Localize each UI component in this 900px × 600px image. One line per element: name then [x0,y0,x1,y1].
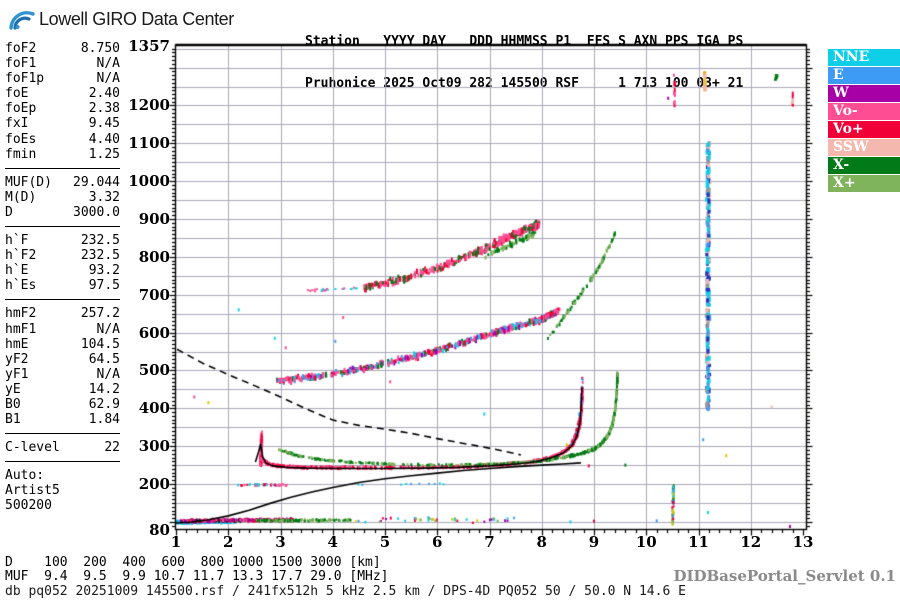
x-tick-label-1: 1 [170,533,182,551]
x-tick-label-13: 13 [792,533,814,551]
x-tick-label-7: 7 [484,533,495,551]
x-tick-label-3: 3 [275,533,286,551]
measurement-info-line: db pq052 20251009 145500.rsf / 241fx512h… [5,584,686,599]
distance-row: D 100 200 400 600 800 1000 1500 3000 [km… [5,555,381,570]
x-tick-label-2: 2 [223,533,234,551]
legend-item-ssw: SSW [828,139,900,156]
x-tick-label-6: 6 [432,533,443,551]
y-tick-label-1357: 1357 [128,37,170,55]
y-tick-label-800: 800 [138,247,170,266]
x-tick-label-10: 10 [635,533,657,551]
muf-row: MUF 9.4 9.5 9.9 10.7 11.7 13.3 17.7 29.0… [5,569,389,584]
legend-item-x: X- [828,157,900,174]
y-tick-label-700: 700 [138,285,170,304]
y-tick-label-1200: 1200 [128,96,170,115]
x-tick-label-5: 5 [379,533,391,551]
x-tick-label-11: 11 [688,533,709,551]
y-tick-label-1100: 1100 [128,134,170,153]
y-tick-label-300: 300 [138,437,170,456]
y-tick-label-600: 600 [138,323,170,342]
servlet-version-label: DIDBasePortal_Servlet 0.1 [673,567,896,585]
x-tick-label-4: 4 [327,533,338,551]
legend-item-x: X+ [828,175,900,192]
y-tick-label-900: 900 [138,210,170,229]
x-tick-label-8: 8 [536,533,547,551]
legend-item-vo: Vo- [828,103,900,120]
legend-item-e: E [828,67,900,84]
x-tick-label-12: 12 [740,533,762,551]
legend-item-vo: Vo+ [828,121,900,138]
y-tick-label-500: 500 [138,361,170,380]
y-tick-label-80: 80 [149,520,170,539]
y-tick-label-400: 400 [138,399,170,418]
legend-item-w: W [828,85,900,102]
y-tick-label-200: 200 [138,475,170,494]
legend-item-nne: NNE [828,49,900,66]
x-tick-label-9: 9 [588,533,600,551]
echo-direction-legend: NNE E W Vo- Vo+ SSW X- X+ [828,49,900,193]
y-tick-label-1000: 1000 [128,172,170,191]
